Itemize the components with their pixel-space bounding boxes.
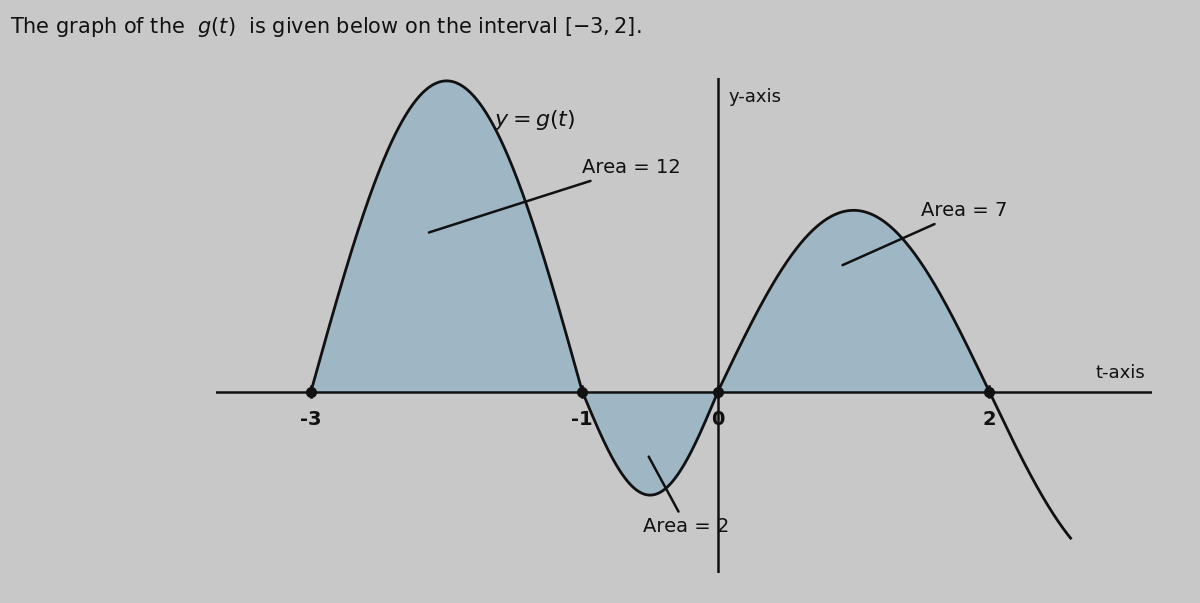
Text: $y = g(t)$: $y = g(t)$ — [494, 108, 575, 132]
Text: y-axis: y-axis — [728, 88, 781, 106]
Text: -1: -1 — [571, 409, 593, 429]
Text: Area = 2: Area = 2 — [643, 456, 730, 536]
Text: Area = 12: Area = 12 — [428, 158, 682, 233]
Text: Area = 7: Area = 7 — [842, 201, 1008, 265]
Text: -3: -3 — [300, 409, 322, 429]
Text: 2: 2 — [983, 409, 996, 429]
Text: t-axis: t-axis — [1096, 364, 1145, 382]
Text: The graph of the  $g(t)$  is given below on the interval $[-3, 2]$.: The graph of the $g(t)$ is given below o… — [10, 15, 641, 39]
Text: 0: 0 — [712, 409, 725, 429]
